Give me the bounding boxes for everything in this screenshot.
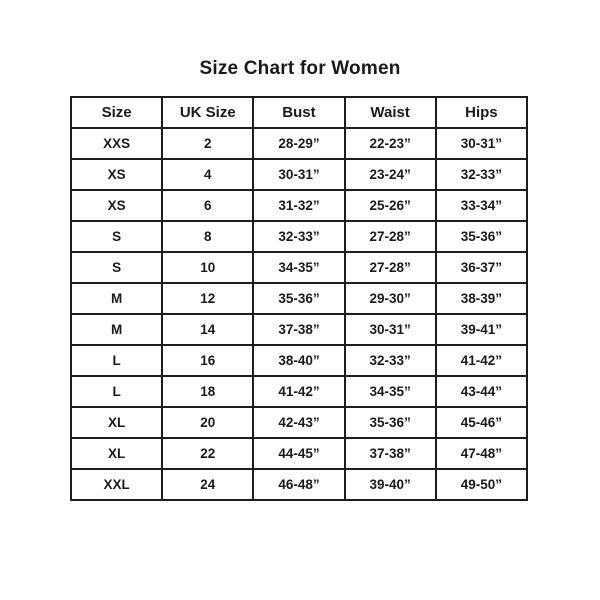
- table-cell: 33-34”: [434, 189, 529, 222]
- table-cell: 37-38”: [252, 313, 346, 346]
- table-cell: 44-45”: [252, 437, 346, 470]
- table-row: XL 20 42-43” 35-36” 45-46”: [69, 406, 529, 439]
- table-cell: 10: [161, 251, 255, 284]
- table-row: L 16 38-40” 32-33” 41-42”: [69, 344, 529, 377]
- table-cell: 36-37”: [434, 251, 529, 284]
- table-cell: M: [69, 282, 164, 315]
- column-header-uk-size: UK Size: [161, 96, 255, 129]
- table-cell: 35-36”: [434, 220, 529, 253]
- table-cell: XS: [69, 189, 164, 222]
- table-row: L 18 41-42” 34-35” 43-44”: [69, 375, 529, 408]
- table-cell: S: [69, 220, 164, 253]
- table-cell: 38-40”: [252, 344, 346, 377]
- table-cell: XS: [69, 158, 164, 191]
- table-cell: L: [69, 344, 164, 377]
- table-cell: 8: [161, 220, 255, 253]
- column-header-bust: Bust: [252, 96, 346, 129]
- table-cell: 38-39”: [434, 282, 529, 315]
- table-row: S 10 34-35” 27-28” 36-37”: [69, 251, 529, 284]
- table-row: XXS 2 28-29” 22-23” 30-31”: [69, 127, 529, 160]
- table-cell: 30-31”: [434, 127, 529, 160]
- table-cell: 18: [161, 375, 255, 408]
- table-cell: 41-42”: [434, 344, 529, 377]
- table-cell: 31-32”: [252, 189, 346, 222]
- column-header-waist: Waist: [343, 96, 437, 129]
- table-row: XS 6 31-32” 25-26” 33-34”: [69, 189, 529, 222]
- table-cell: 41-42”: [252, 375, 346, 408]
- table-cell: 29-30”: [343, 282, 437, 315]
- table-cell: 32-33”: [252, 220, 346, 253]
- table-cell: 34-35”: [252, 251, 346, 284]
- table-cell: 14: [161, 313, 255, 346]
- table-cell: 32-33”: [343, 344, 437, 377]
- table-cell: 27-28”: [343, 220, 437, 253]
- table-cell: 6: [161, 189, 255, 222]
- table-cell: 32-33”: [434, 158, 529, 191]
- column-header-hips: Hips: [434, 96, 529, 129]
- table-cell: XXL: [69, 468, 164, 501]
- table-row: XS 4 30-31” 23-24” 32-33”: [69, 158, 529, 191]
- table-cell: 49-50”: [434, 468, 529, 501]
- table-cell: 30-31”: [252, 158, 346, 191]
- table-cell: 39-40”: [343, 468, 437, 501]
- page-title: Size Chart for Women: [199, 58, 401, 79]
- table-cell: 23-24”: [343, 158, 437, 191]
- table-cell: 16: [161, 344, 255, 377]
- table-cell: 35-36”: [343, 406, 437, 439]
- table-cell: 24: [161, 468, 255, 501]
- table-cell: 22: [161, 437, 255, 470]
- table-cell: M: [69, 313, 164, 346]
- table-cell: 2: [161, 127, 255, 160]
- table-cell: 47-48”: [434, 437, 529, 470]
- size-chart-table: Size UK Size Bust Waist Hips XXS 2 28-29” 22-23…: [69, 96, 529, 501]
- table-cell: 25-26”: [343, 189, 437, 222]
- table-cell: S: [69, 251, 164, 284]
- table-cell: 45-46”: [434, 406, 529, 439]
- table-cell: 12: [161, 282, 255, 315]
- table-row: S 8 32-33” 27-28” 35-36”: [69, 220, 529, 253]
- table-cell: XL: [69, 406, 164, 439]
- table-row: M 12 35-36” 29-30” 38-39”: [69, 282, 529, 315]
- table-cell: 30-31”: [343, 313, 437, 346]
- table-cell: 34-35”: [343, 375, 437, 408]
- table-cell: 27-28”: [343, 251, 437, 284]
- table-cell: 43-44”: [434, 375, 529, 408]
- size-table-head: Size UK Size Bust Waist Hips: [69, 96, 529, 129]
- table-cell: 35-36”: [252, 282, 346, 315]
- table-cell: XL: [69, 437, 164, 470]
- table-cell: 39-41”: [434, 313, 529, 346]
- table-cell: 37-38”: [343, 437, 437, 470]
- table-row: XXL 24 46-48” 39-40” 49-50”: [69, 468, 529, 501]
- table-cell: 20: [161, 406, 255, 439]
- table-cell: 42-43”: [252, 406, 346, 439]
- table-cell: L: [69, 375, 164, 408]
- table-cell: 28-29”: [252, 127, 346, 160]
- table-cell: XXS: [69, 127, 164, 160]
- column-header-size: Size: [69, 96, 164, 129]
- table-cell: 46-48”: [252, 468, 346, 501]
- table-cell: 22-23”: [343, 127, 437, 160]
- table-row: XL 22 44-45” 37-38” 47-48”: [69, 437, 529, 470]
- size-table-body: XXS 2 28-29” 22-23” 30-31” XS 4 30-31” 23-24” 32-…: [69, 127, 529, 501]
- size-table-head-row: Size UK Size Bust Waist Hips: [69, 96, 529, 129]
- table-row: M 14 37-38” 30-31” 39-41”: [69, 313, 529, 346]
- table-cell: 4: [161, 158, 255, 191]
